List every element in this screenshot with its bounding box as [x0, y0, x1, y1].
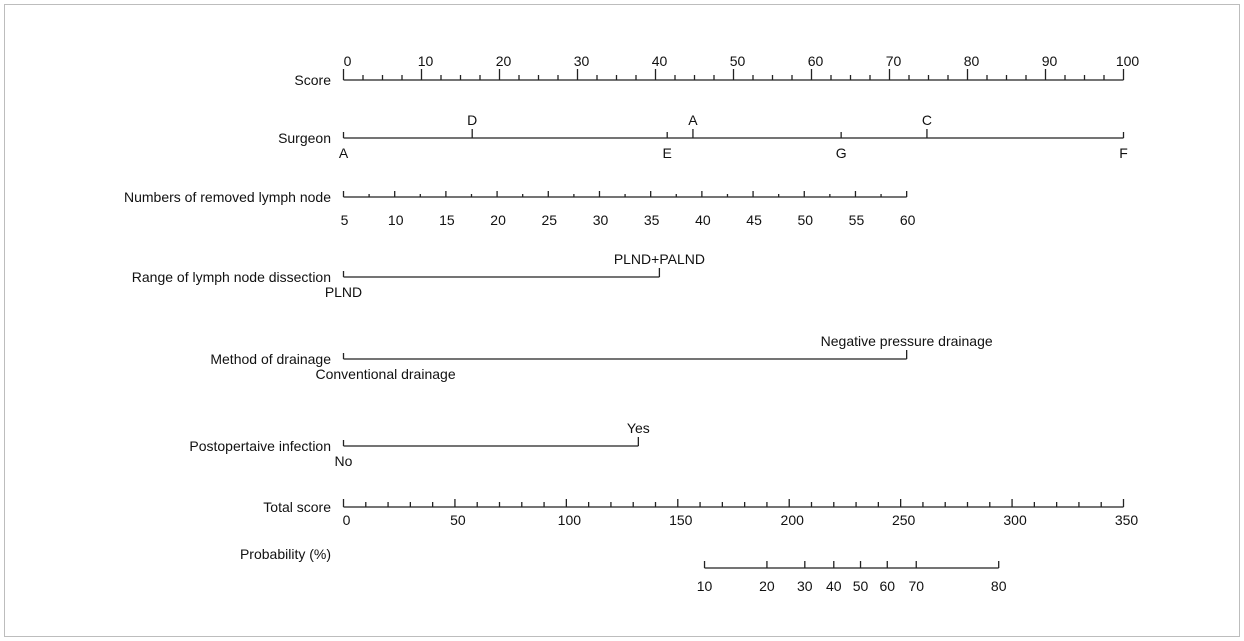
score-tick-label: 90: [1042, 53, 1058, 69]
method-of-drainage-level-negative-pressure-drainage: Negative pressure drainage: [821, 333, 993, 349]
numbers-of-removed-lymph-node-tick-label: 45: [746, 212, 762, 228]
range-of-lymph-node-dissection-row-label: Range of lymph node dissection: [132, 269, 331, 285]
score-tick-label: 0: [344, 53, 352, 69]
probability-tick-label: 70: [908, 578, 924, 594]
score-tick-label: 10: [418, 53, 434, 69]
numbers-of-removed-lymph-node-tick-label: 55: [849, 212, 865, 228]
total-score-tick-label: 150: [669, 512, 693, 528]
score-tick-label: 40: [652, 53, 668, 69]
surgeon-row-label: Surgeon: [278, 130, 331, 146]
range-of-lymph-node-dissection-level-plnd: PLND: [325, 284, 362, 300]
score-tick-label: 50: [730, 53, 746, 69]
total-score-tick-label: 350: [1115, 512, 1139, 528]
surgeon-level-a: A: [688, 112, 698, 128]
surgeon-level-e: E: [663, 145, 672, 161]
numbers-of-removed-lymph-node-tick-label: 20: [490, 212, 506, 228]
numbers-of-removed-lymph-node-tick-label: 30: [593, 212, 609, 228]
probability-tick-label: 10: [697, 578, 713, 594]
probability-tick-label: 80: [991, 578, 1007, 594]
postopertaive-infection-level-yes: Yes: [627, 420, 650, 436]
probability-tick-label: 20: [759, 578, 775, 594]
probability-tick-label: 60: [879, 578, 895, 594]
probability-row-label: Probability (%): [240, 546, 331, 562]
total-score-tick-label: 0: [343, 512, 351, 528]
postopertaive-infection-row-label: Postopertaive infection: [189, 438, 331, 454]
numbers-of-removed-lymph-node-row-label: Numbers of removed lymph node: [124, 189, 331, 205]
score-tick-label: 80: [964, 53, 980, 69]
surgeon-level-g: G: [836, 145, 847, 161]
numbers-of-removed-lymph-node-tick-label: 10: [388, 212, 404, 228]
postopertaive-infection-level-no: No: [335, 453, 353, 469]
numbers-of-removed-lymph-node-tick-label: 5: [341, 212, 349, 228]
numbers-of-removed-lymph-node-tick-label: 35: [644, 212, 660, 228]
total-score-tick-label: 250: [892, 512, 916, 528]
method-of-drainage-row-label: Method of drainage: [210, 351, 331, 367]
chart-frame: Score 0 10 20 30 40 50 60 70 80 90 100 Surgeon A D E A G C…: [4, 4, 1240, 637]
numbers-of-removed-lymph-node-tick-label: 40: [695, 212, 711, 228]
range-of-lymph-node-dissection-level-plnd-palnd: PLND+PALND: [614, 251, 705, 267]
surgeon-level-a: A: [339, 145, 349, 161]
probability-tick-label: 40: [826, 578, 842, 594]
surgeon-level-f: F: [1119, 145, 1128, 161]
surgeon-level-d: D: [467, 112, 477, 128]
score-tick-label: 20: [496, 53, 512, 69]
method-of-drainage-level-conventional-drainage: Conventional drainage: [316, 366, 456, 382]
surgeon-level-c: C: [922, 112, 932, 128]
probability-tick-label: 30: [797, 578, 813, 594]
numbers-of-removed-lymph-node-tick-label: 15: [439, 212, 455, 228]
total-score-tick-label: 200: [781, 512, 805, 528]
total-score-row-label: Total score: [263, 499, 331, 515]
total-score-tick-label: 100: [558, 512, 582, 528]
total-score-tick-label: 50: [450, 512, 466, 528]
score-tick-label: 100: [1116, 53, 1140, 69]
score-tick-label: 70: [886, 53, 902, 69]
numbers-of-removed-lymph-node-tick-label: 50: [797, 212, 813, 228]
probability-tick-label: 50: [853, 578, 869, 594]
score-tick-label: 30: [574, 53, 590, 69]
score-tick-label: 60: [808, 53, 824, 69]
numbers-of-removed-lymph-node-tick-label: 60: [900, 212, 916, 228]
numbers-of-removed-lymph-node-tick-label: 25: [541, 212, 557, 228]
total-score-tick-label: 300: [1003, 512, 1027, 528]
score-row-label: Score: [294, 72, 331, 88]
